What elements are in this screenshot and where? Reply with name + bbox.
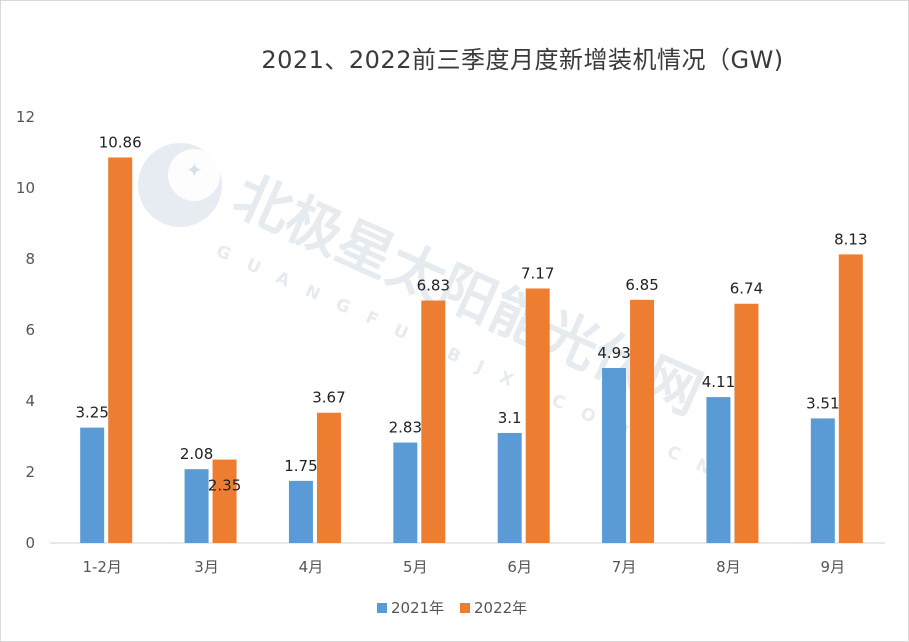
data-labels: 3.25 2.08 1.75 2.83 3.1 4.93 4.11 3.51 10.86 2.35… bbox=[75, 133, 867, 494]
data-label: 1.75 bbox=[284, 457, 317, 475]
bar-2021-7 bbox=[810, 418, 835, 543]
legend: 2021年 2022年 bbox=[377, 599, 527, 617]
bar-2022-5 bbox=[630, 299, 655, 543]
bar-2021-0 bbox=[80, 427, 105, 543]
bar-2022-1 bbox=[212, 459, 237, 543]
bar-2022-0 bbox=[108, 157, 133, 543]
data-label: 3.25 bbox=[75, 404, 108, 422]
bars bbox=[80, 157, 863, 543]
data-label: 7.17 bbox=[521, 264, 554, 282]
data-label: 4.93 bbox=[597, 344, 630, 362]
x-tick-label: 9月 bbox=[821, 558, 846, 576]
x-tick-label: 1-2月 bbox=[82, 558, 122, 576]
chart-title: 2021、2022前三季度月度新增装机情况（GW) bbox=[261, 46, 784, 74]
y-tick-label: 0 bbox=[25, 534, 35, 552]
data-label: 6.85 bbox=[625, 276, 658, 294]
data-label: 8.13 bbox=[834, 230, 867, 248]
x-tick-label: 8月 bbox=[716, 558, 741, 576]
data-label: 3.67 bbox=[312, 389, 345, 407]
y-tick-label: 4 bbox=[25, 392, 35, 410]
data-label: 2.83 bbox=[389, 419, 422, 437]
bar-2021-1 bbox=[184, 469, 209, 543]
y-tick-label: 10 bbox=[16, 179, 35, 197]
y-tick-label: 2 bbox=[25, 463, 35, 481]
data-label: 3.51 bbox=[806, 394, 839, 412]
bar-2021-4 bbox=[497, 432, 522, 543]
data-label: 6.83 bbox=[417, 277, 450, 295]
data-label: 2.08 bbox=[180, 445, 213, 463]
data-label: 6.74 bbox=[730, 280, 763, 298]
bar-2021-3 bbox=[393, 442, 418, 543]
bar-2021-5 bbox=[602, 367, 627, 543]
x-tick-label: 7月 bbox=[612, 558, 637, 576]
legend-label: 2022年 bbox=[474, 599, 527, 617]
y-tick-label: 8 bbox=[25, 250, 35, 268]
data-label: 4.11 bbox=[702, 373, 735, 391]
data-label: 10.86 bbox=[99, 133, 142, 151]
x-tick-label: 4月 bbox=[299, 558, 324, 576]
bar-2021-6 bbox=[706, 397, 731, 543]
bar-2022-2 bbox=[316, 412, 341, 543]
bar-2022-4 bbox=[525, 288, 550, 543]
legend-swatch bbox=[377, 603, 387, 613]
legend-label: 2021年 bbox=[391, 599, 444, 617]
x-tick-label: 5月 bbox=[403, 558, 428, 576]
svg-text:✦: ✦ bbox=[186, 158, 203, 182]
legend-swatch bbox=[460, 603, 470, 613]
data-label: 3.1 bbox=[498, 409, 522, 427]
data-label: 2.35 bbox=[208, 477, 241, 495]
y-tick-label: 6 bbox=[25, 321, 35, 339]
bar-2021-2 bbox=[288, 480, 313, 543]
x-tick-label: 6月 bbox=[507, 558, 532, 576]
y-tick-label: 12 bbox=[16, 108, 35, 126]
x-tick-label: 3月 bbox=[194, 558, 219, 576]
bar-2022-6 bbox=[734, 303, 759, 543]
bar-2022-3 bbox=[421, 300, 446, 543]
bar-2022-7 bbox=[838, 254, 863, 543]
